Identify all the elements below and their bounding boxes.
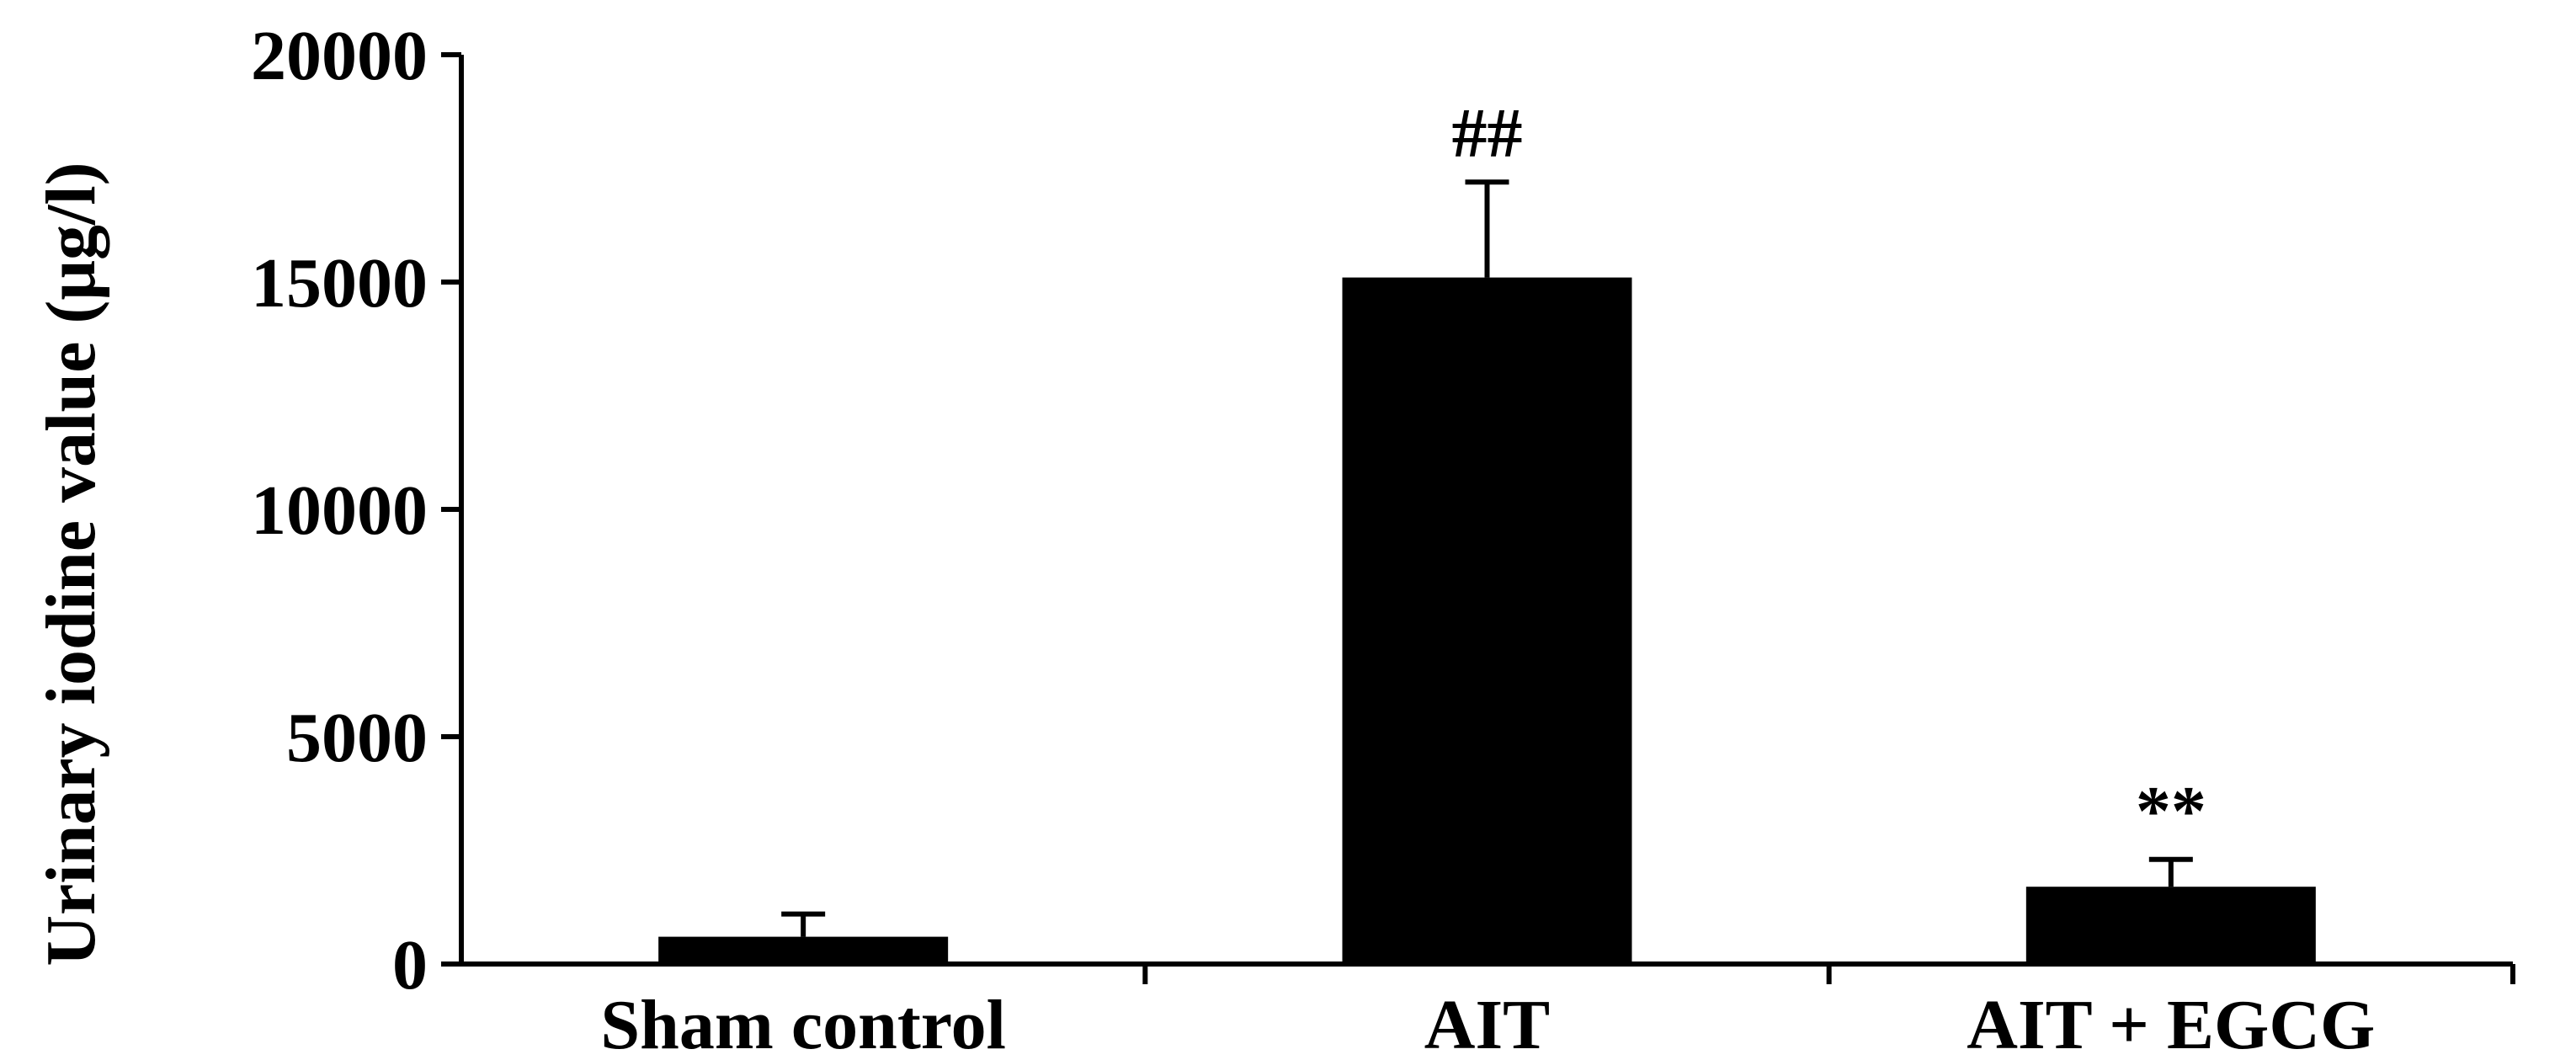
error-bars	[781, 179, 2193, 937]
significance-label: ##	[1452, 94, 1523, 173]
y-tick-label: 0	[392, 926, 428, 1004]
y-tick-label: 15000	[251, 244, 428, 322]
bar	[658, 936, 949, 964]
y-tick-label: 5000	[286, 699, 428, 777]
bars	[658, 277, 2316, 965]
bar	[1342, 277, 1632, 965]
y-axis-title: Urinary iodine value (μg/l)	[32, 162, 110, 966]
bar	[2025, 887, 2316, 964]
x-category-label: Sham control	[600, 986, 1005, 1056]
x-category-label: AIT	[1424, 986, 1550, 1056]
significance-label: **	[2136, 772, 2206, 850]
x-category-label: AIT + EGCG	[1967, 986, 2375, 1056]
y-tick-label: 20000	[251, 17, 428, 95]
y-tick-label: 10000	[251, 471, 428, 550]
labels: 0 5000 10000 15000 20000 Sham control ## AIT ** A…	[251, 17, 2375, 1060]
